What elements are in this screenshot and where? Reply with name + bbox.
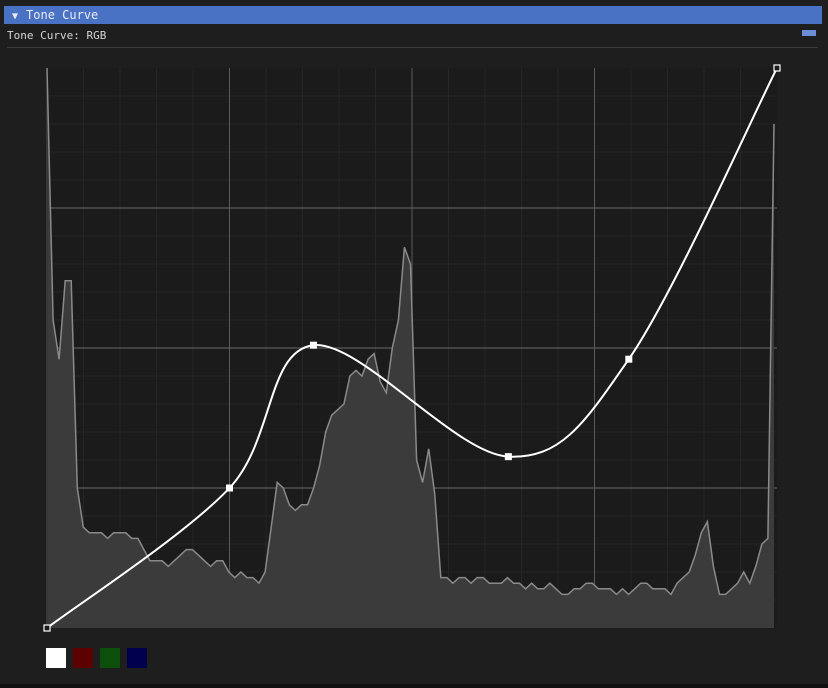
panel-header[interactable]: ▼ Tone Curve <box>4 6 822 24</box>
histogram-area <box>47 68 774 628</box>
green-channel-swatch[interactable] <box>100 648 120 668</box>
curve-control-point[interactable] <box>773 64 781 72</box>
mode-indicator-icon[interactable] <box>802 30 816 36</box>
curve-control-point[interactable] <box>625 355 633 363</box>
rgb-channel-swatch[interactable] <box>46 648 66 668</box>
header-divider <box>7 47 818 48</box>
control-points[interactable] <box>43 64 781 632</box>
curve-control-point[interactable] <box>43 624 51 632</box>
red-channel-swatch[interactable] <box>73 648 93 668</box>
bottom-strip <box>0 684 828 688</box>
curve-control-point[interactable] <box>309 341 317 349</box>
blue-channel-swatch[interactable] <box>127 648 147 668</box>
curve-control-point[interactable] <box>226 484 233 492</box>
histogram-outline <box>46 67 775 596</box>
curve-channel-label: Tone Curve: RGB <box>7 29 107 42</box>
tone-curve-line[interactable] <box>46 67 778 629</box>
collapse-arrow-icon[interactable]: ▼ <box>12 11 19 22</box>
curve-control-point[interactable] <box>504 453 512 461</box>
panel-title: Tone Curve <box>26 8 99 22</box>
